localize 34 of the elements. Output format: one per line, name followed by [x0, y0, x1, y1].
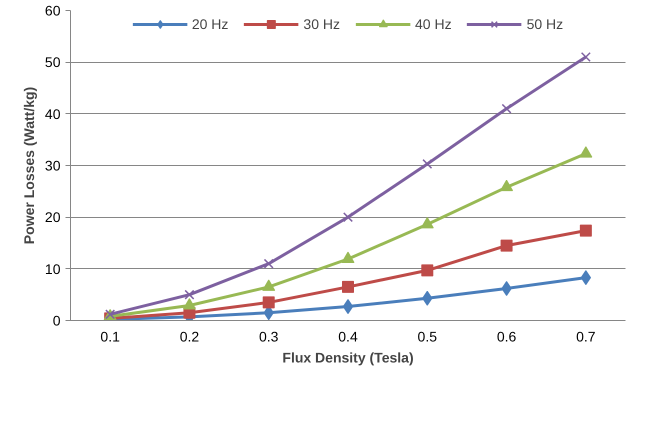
legend-label: 50 Hz [526, 16, 564, 32]
y-tick-label: 60 [44, 2, 61, 18]
y-tick-label: 10 [44, 260, 61, 277]
x-tick-label: 0.2 [180, 328, 200, 344]
point [580, 224, 592, 237]
y-tick-label: 30 [44, 158, 61, 174]
point [264, 258, 274, 269]
legend-label: 20 Hz [192, 16, 228, 32]
x-tick-label: 0.6 [496, 328, 517, 344]
x-tick-label: 0.1 [100, 328, 120, 344]
y-tick-label: 0 [52, 312, 61, 328]
x-tick-label: 0.7 [576, 328, 596, 344]
point [342, 299, 354, 314]
y-tick-label: 40 [44, 106, 61, 122]
y-tick-label: 20 [44, 209, 61, 226]
point [262, 296, 275, 308]
point [580, 52, 591, 62]
y-tick-label: 50 [44, 54, 61, 70]
x-axis-title: Flux Density (Tesla) [282, 350, 414, 366]
y-axis-title: Power Losses (Watt/kg) [20, 86, 37, 244]
point [502, 104, 512, 114]
legend-label: 30 Hz [303, 16, 340, 32]
point [422, 158, 432, 169]
x-tick-label: 0.3 [258, 328, 279, 344]
point [343, 212, 353, 222]
legend-label: 40 Hz [415, 16, 452, 32]
point [580, 270, 592, 286]
point [184, 290, 194, 300]
point [421, 264, 434, 276]
x-tick-label: 0.4 [338, 328, 358, 344]
x-tick-label: 0.5 [418, 328, 438, 344]
point [501, 280, 512, 296]
point [342, 280, 354, 293]
point [500, 240, 513, 252]
